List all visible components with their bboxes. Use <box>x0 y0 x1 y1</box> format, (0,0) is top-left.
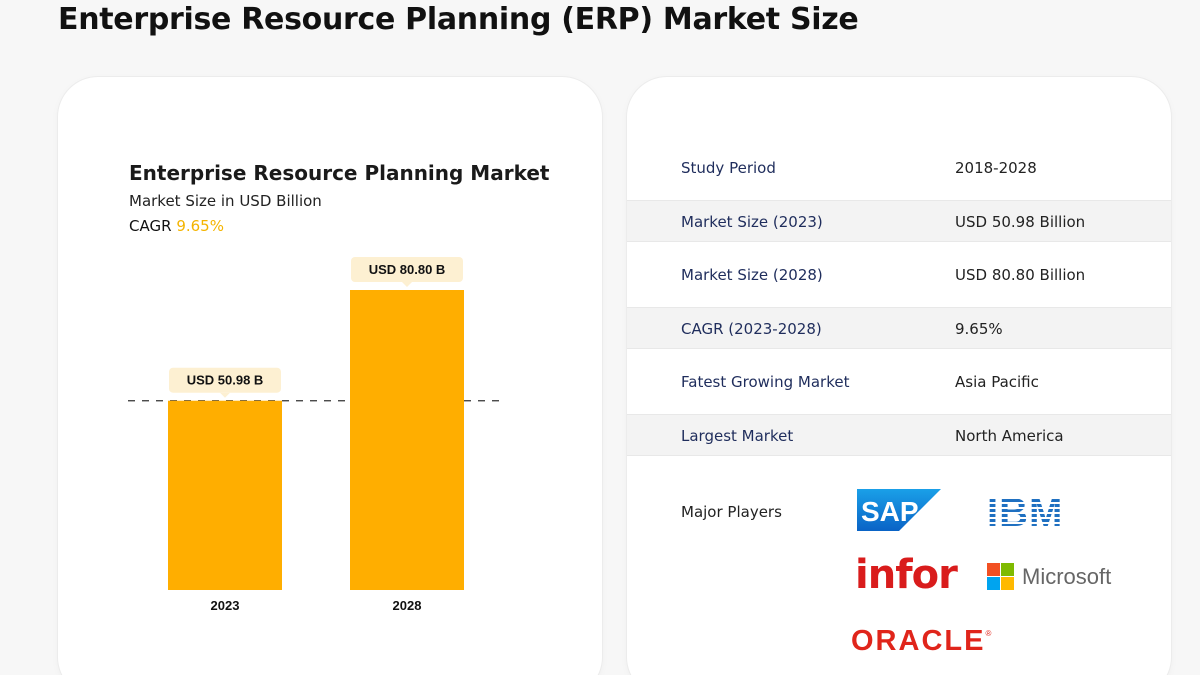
chart-subtitle: Market Size in USD Billion <box>129 192 322 210</box>
row-value: USD 80.80 Billion <box>955 266 1086 284</box>
row-value: 9.65% <box>955 320 1003 338</box>
table-row: Fatest Growing Market Asia Pacific <box>627 361 1171 403</box>
data-label: USD 80.80 B <box>369 262 446 277</box>
data-label-box <box>351 257 463 282</box>
oracle-logo-text: ORACLE <box>851 625 986 657</box>
registered-mark-icon: ® <box>985 629 992 638</box>
x-tick-label: 2023 <box>211 598 240 613</box>
table-row: CAGR (2023-2028) 9.65% <box>627 307 1171 349</box>
data-label-box <box>169 367 281 393</box>
sap-logo-text: SAP <box>861 496 919 527</box>
row-value: USD 50.98 Billion <box>955 213 1086 231</box>
microsoft-logo: Microsoft <box>987 562 1121 592</box>
row-value: Asia Pacific <box>955 373 1039 391</box>
cagr-value: 9.65% <box>176 217 224 235</box>
page-title: Enterprise Resource Planning (ERP) Marke… <box>58 2 859 37</box>
table-row: Market Size (2023) USD 50.98 Billion <box>627 200 1171 242</box>
row-label: Fatest Growing Market <box>681 373 850 391</box>
table-row: Largest Market North America <box>627 414 1171 456</box>
ibm-logo: IBM <box>987 491 1083 535</box>
table-row: Market Size (2028) USD 80.80 Billion <box>627 254 1171 296</box>
row-label: CAGR (2023-2028) <box>681 320 822 338</box>
infor-logo: infor <box>855 552 958 598</box>
chart-card: Enterprise Resource Planning Market Mark… <box>58 77 602 675</box>
major-players-label: Major Players <box>681 503 782 521</box>
microsoft-windows-icon <box>987 563 1014 590</box>
row-value: North America <box>955 427 1064 445</box>
chart-title: Enterprise Resource Planning Market <box>129 161 550 185</box>
oracle-logo: ORACLE® <box>851 625 1021 657</box>
row-value: 2018-2028 <box>955 159 1037 177</box>
table-row: Study Period 2018-2028 <box>627 147 1171 189</box>
ibm-logo-text: IBM <box>987 493 1063 531</box>
bar-chart: USD 50.98 B 2023 USD 80.80 B 2028 <box>128 257 504 613</box>
data-label-pointer <box>220 392 230 398</box>
cagr-label: CAGR <box>129 217 172 235</box>
row-label: Study Period <box>681 159 776 177</box>
sap-logo: SAP <box>857 489 941 531</box>
data-label: USD 50.98 B <box>187 373 264 388</box>
chart-cagr: CAGR 9.65% <box>129 217 224 235</box>
bar-2023 <box>168 400 282 590</box>
bar-2028 <box>350 290 464 590</box>
data-label-pointer <box>402 282 412 287</box>
x-tick-label: 2028 <box>393 598 422 613</box>
row-label: Market Size (2023) <box>681 213 823 231</box>
microsoft-logo-text: Microsoft <box>1022 564 1112 589</box>
row-label: Market Size (2028) <box>681 266 823 284</box>
row-label: Largest Market <box>681 427 794 445</box>
summary-card: Study Period 2018-2028 Market Size (2023… <box>627 77 1171 675</box>
